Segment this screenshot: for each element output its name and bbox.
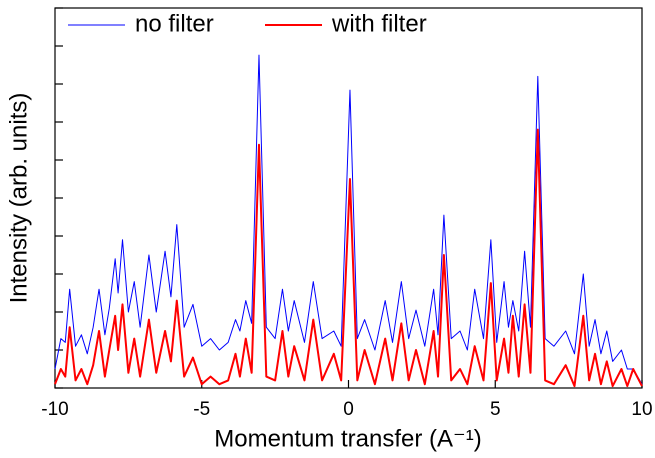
legend-label: with filter (331, 10, 427, 37)
x-tick-label: -10 (41, 399, 68, 420)
series-line (54, 54, 643, 385)
x-axis-label: Momentum transfer (A⁻¹) (214, 425, 481, 452)
x-tick-label: -5 (193, 399, 210, 420)
x-tick-label: 5 (490, 399, 501, 420)
legend-label: no filter (135, 10, 214, 37)
x-tick-label: 0 (343, 399, 354, 420)
series-line (54, 128, 643, 388)
y-axis-label: Intensity (arb. units) (5, 93, 32, 304)
x-tick-label: 10 (631, 399, 652, 420)
